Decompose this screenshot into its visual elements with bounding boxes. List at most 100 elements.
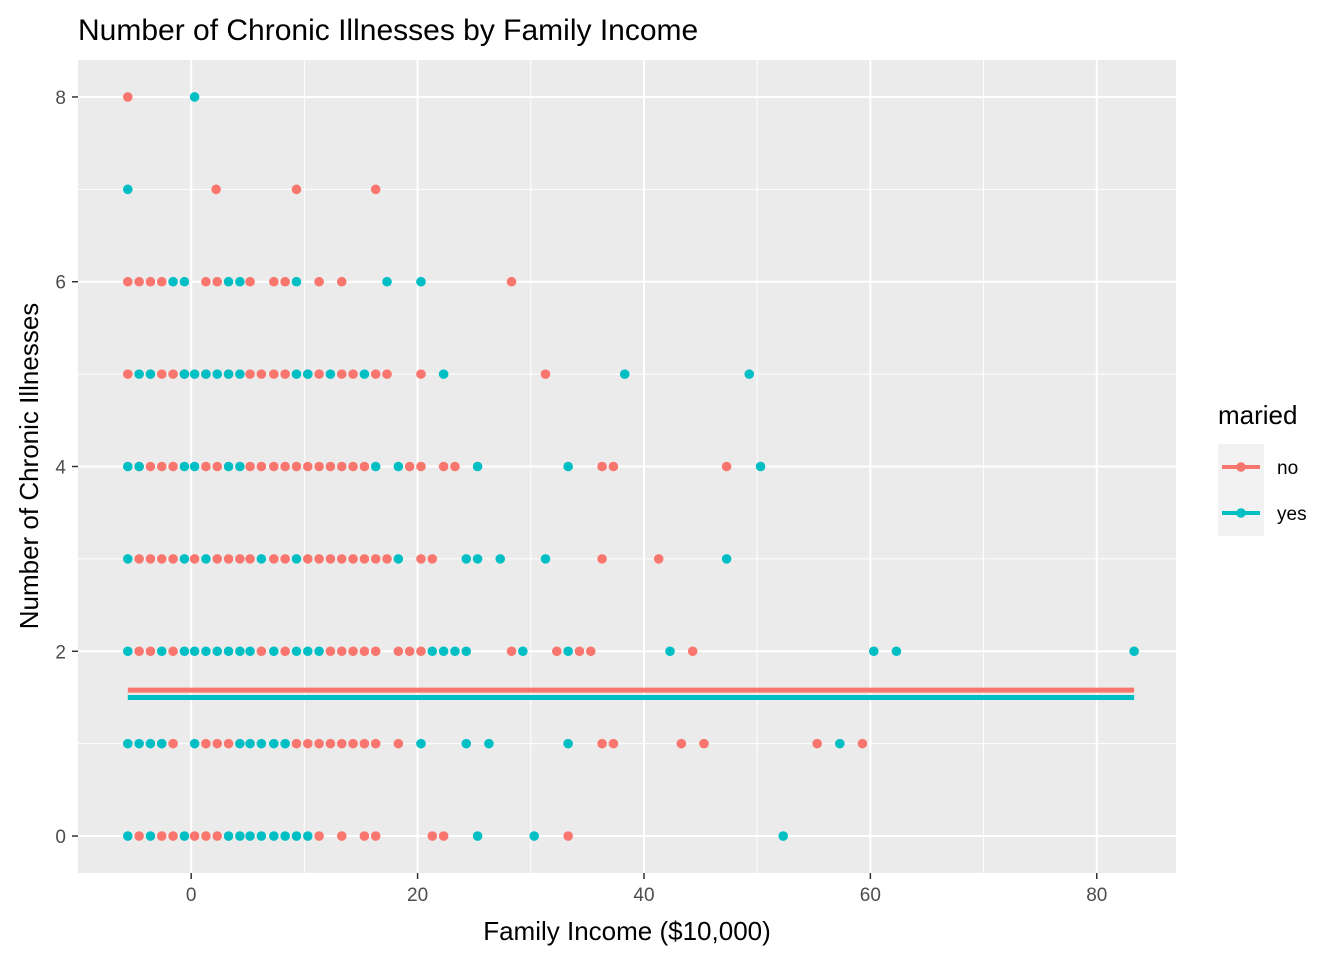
point-yes	[1129, 646, 1139, 657]
point-no	[314, 831, 324, 841]
point-yes	[123, 461, 133, 472]
point-no	[156, 369, 167, 379]
point-no	[201, 461, 211, 472]
point-yes	[201, 646, 211, 657]
point-no	[438, 461, 449, 472]
point-yes	[269, 831, 279, 841]
point-yes	[416, 276, 426, 287]
point-yes	[189, 738, 200, 749]
point-no	[608, 461, 619, 472]
point-no	[585, 646, 596, 657]
point-no	[245, 369, 255, 379]
point-yes	[212, 369, 223, 379]
point-no	[280, 276, 290, 287]
point-no	[145, 554, 156, 564]
point-no	[302, 461, 313, 472]
point-no	[123, 92, 133, 102]
point-no	[134, 276, 144, 287]
point-no	[506, 646, 517, 657]
point-yes	[291, 554, 302, 564]
point-no	[123, 369, 133, 379]
point-yes	[145, 369, 156, 379]
point-no	[348, 738, 358, 749]
point-no	[245, 461, 255, 472]
point-no	[427, 554, 438, 564]
point-yes	[450, 646, 460, 657]
point-yes	[179, 554, 190, 564]
point-no	[450, 461, 460, 472]
point-yes	[245, 646, 255, 657]
point-no	[269, 369, 279, 379]
point-no	[145, 646, 156, 657]
point-yes	[235, 738, 245, 749]
point-yes	[540, 554, 551, 564]
point-no	[359, 461, 370, 472]
point-yes	[280, 831, 290, 841]
y-tick-label: 0	[55, 827, 66, 848]
point-yes	[189, 92, 200, 102]
point-no	[212, 738, 223, 749]
point-no	[597, 461, 607, 472]
point-no	[325, 461, 336, 472]
point-yes	[835, 738, 845, 749]
point-yes	[189, 369, 200, 379]
y-axis-title: Number of Chronic Illnesses	[14, 303, 44, 630]
point-no	[245, 554, 255, 564]
point-yes	[201, 369, 211, 379]
data-points	[123, 92, 1139, 841]
point-yes	[755, 461, 766, 472]
legend-point-no	[1236, 462, 1246, 472]
point-yes	[235, 831, 245, 841]
point-yes	[778, 831, 789, 841]
point-yes	[393, 554, 404, 564]
point-no	[123, 276, 133, 287]
point-no	[212, 831, 223, 841]
point-no	[201, 738, 211, 749]
point-yes	[325, 369, 336, 379]
point-no	[302, 554, 313, 564]
point-no	[280, 369, 290, 379]
x-axis-title: Family Income ($10,000)	[483, 916, 771, 946]
fit-lines	[127, 687, 1135, 700]
point-no	[427, 831, 438, 841]
point-no	[370, 831, 381, 841]
point-yes	[256, 831, 267, 841]
point-no	[416, 554, 426, 564]
point-no	[211, 184, 221, 195]
point-yes	[461, 554, 472, 564]
point-yes	[619, 369, 630, 379]
point-yes	[156, 646, 167, 657]
point-yes	[223, 369, 234, 379]
point-yes	[472, 831, 483, 841]
y-axis: 0 2 4 6 8	[55, 88, 78, 848]
point-yes	[145, 738, 156, 749]
point-no	[302, 738, 313, 749]
point-no	[145, 276, 156, 287]
point-no	[653, 554, 664, 564]
point-no	[280, 646, 290, 657]
legend: maried no yes	[1218, 400, 1307, 536]
point-no	[168, 738, 178, 749]
point-no	[506, 276, 517, 287]
point-yes	[291, 831, 302, 841]
point-no	[359, 738, 370, 749]
point-no	[540, 369, 551, 379]
point-no	[156, 276, 167, 287]
point-no	[269, 554, 279, 564]
point-no	[416, 646, 426, 657]
point-yes	[721, 554, 732, 564]
point-no	[168, 554, 178, 564]
point-no	[348, 369, 358, 379]
point-yes	[123, 554, 133, 564]
point-no	[687, 646, 698, 657]
point-no	[608, 738, 619, 749]
point-yes	[123, 646, 133, 657]
point-no	[597, 554, 607, 564]
point-yes	[235, 646, 245, 657]
point-no	[291, 184, 302, 195]
point-no	[359, 554, 370, 564]
point-no	[223, 554, 234, 564]
point-no	[256, 461, 267, 472]
point-no	[370, 554, 381, 564]
point-no	[348, 646, 358, 657]
